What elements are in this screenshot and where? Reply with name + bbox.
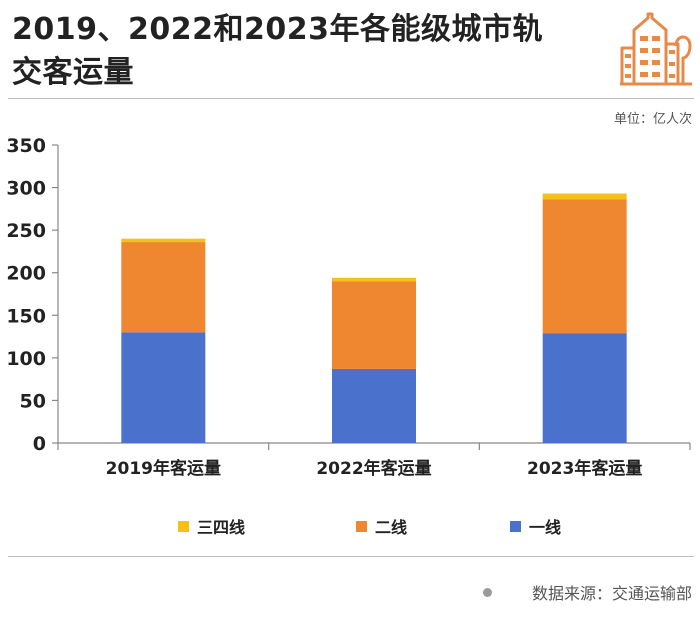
y-tick-label: 0	[33, 433, 46, 455]
y-tick-label: 150	[6, 305, 46, 327]
unit-label: 单位：亿人次	[613, 112, 692, 127]
bar-segment-tier2	[332, 281, 416, 369]
legend-item-tier2: 二线	[356, 514, 407, 538]
legend-swatch-tier2	[356, 520, 367, 532]
bullet-dot	[482, 587, 492, 597]
stacked-bar-chart: 0 50 100 150 200 250 300 350 2019年客运量 2022年客运量 202…	[6, 135, 691, 479]
data-source: 数据来源：交通运输部	[482, 580, 692, 604]
y-tick-label: 350	[6, 135, 46, 157]
legend-item-tier1: 一线	[510, 514, 561, 538]
chart-title: 2019、2022和2023年各能级城市轨交客运量	[12, 12, 543, 90]
data-source-text: 数据来源：交通运输部	[531, 584, 692, 603]
y-tick-label: 300	[6, 178, 46, 200]
bar-segment-tier3	[332, 277, 416, 282]
bar-segment-tier3	[542, 193, 627, 200]
bar-segment-tier2	[121, 242, 206, 333]
x-category-label: 2019年客运量	[106, 458, 221, 479]
legend-label-tier2: 二线	[375, 518, 408, 537]
bar-segment-tier3	[121, 238, 206, 243]
bar-segment-tier1	[332, 368, 416, 443]
y-tick-label: 100	[6, 348, 46, 370]
bar-segment-tier1	[121, 332, 206, 443]
y-tick-label: 250	[6, 220, 46, 242]
legend-swatch-tier1	[510, 520, 521, 532]
legend-label-tier1: 一线	[529, 518, 562, 537]
header-divider	[8, 98, 694, 99]
chart-legend: 三四线 二线 一线	[0, 514, 700, 538]
x-category-label: 2022年客运量	[316, 458, 431, 479]
building-icon	[620, 12, 692, 86]
bar-segment-tier2	[542, 199, 627, 334]
y-tick-label: 200	[6, 263, 46, 285]
bar-segment-tier1	[542, 333, 627, 443]
footer-divider	[8, 556, 694, 557]
x-category-label: 2023年客运量	[527, 458, 642, 479]
legend-label-tier3: 三四线	[197, 518, 246, 537]
y-tick-label: 50	[20, 390, 46, 412]
legend-swatch-tier3	[178, 520, 189, 532]
legend-item-tier3: 三四线	[178, 514, 245, 538]
